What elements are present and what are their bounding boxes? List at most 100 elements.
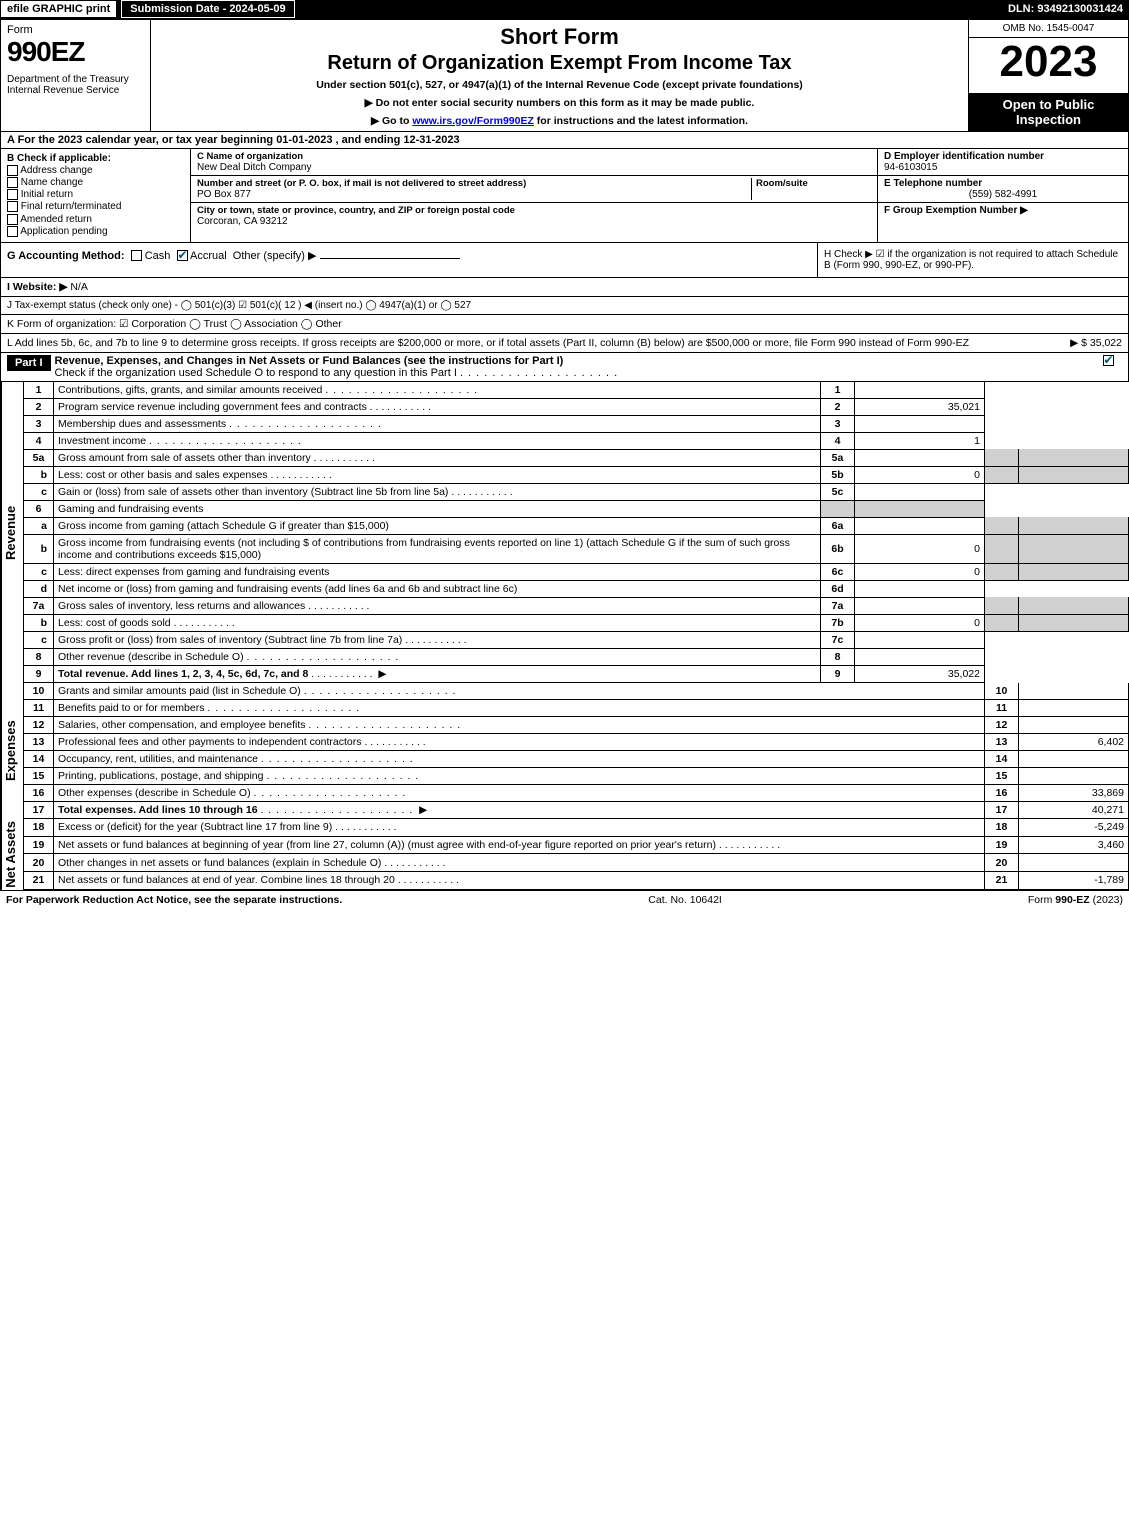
open-to-public: Open to Public Inspection bbox=[969, 93, 1128, 131]
check-cash[interactable] bbox=[131, 250, 142, 261]
subtitle: Under section 501(c), 527, or 4947(a)(1)… bbox=[157, 79, 962, 91]
dln: DLN: 93492130031424 bbox=[1008, 3, 1129, 15]
line-21: 21Net assets or fund balances at end of … bbox=[24, 871, 1129, 889]
line-12: 12Salaries, other compensation, and empl… bbox=[24, 716, 1129, 733]
line-6b: bGross income from fundraising events (n… bbox=[24, 534, 1129, 563]
street-address: PO Box 877 bbox=[197, 189, 751, 200]
column-d: D Employer identification number 94-6103… bbox=[878, 149, 1128, 242]
room-suite-label: Room/suite bbox=[756, 178, 871, 189]
line-17: 17Total expenses. Add lines 10 through 1… bbox=[24, 801, 1129, 818]
line-13: 13Professional fees and other payments t… bbox=[24, 733, 1129, 750]
line-14: 14Occupancy, rent, utilities, and mainte… bbox=[24, 750, 1129, 767]
line-9: 9Total revenue. Add lines 1, 2, 3, 4, 5c… bbox=[24, 665, 1129, 682]
b-header: B Check if applicable: bbox=[7, 153, 184, 164]
paperwork-notice: For Paperwork Reduction Act Notice, see … bbox=[6, 894, 342, 906]
short-form-title: Short Form bbox=[157, 24, 962, 50]
line-6a: aGross income from gaming (attach Schedu… bbox=[24, 517, 1129, 534]
column-c: C Name of organization New Deal Ditch Co… bbox=[191, 149, 878, 242]
top-bar: efile GRAPHIC print Submission Date - 20… bbox=[0, 0, 1129, 20]
website-value: N/A bbox=[70, 281, 88, 293]
line-18: 18Excess or (deficit) for the year (Subt… bbox=[24, 819, 1129, 836]
check-application-pending[interactable]: Application pending bbox=[7, 226, 184, 237]
row-a: A For the 2023 calendar year, or tax yea… bbox=[0, 132, 1129, 149]
revenue-table: 1Contributions, gifts, grants, and simil… bbox=[23, 382, 1129, 683]
org-name: New Deal Ditch Company bbox=[197, 162, 871, 173]
h-schedule-b: H Check ▶ ☑ if the organization is not r… bbox=[818, 243, 1128, 277]
line-4: 4Investment income 41 bbox=[24, 432, 1129, 449]
line-20: 20Other changes in net assets or fund ba… bbox=[24, 854, 1129, 872]
l-gross-receipts: L Add lines 5b, 6c, and 7b to line 9 to … bbox=[0, 334, 1129, 353]
line-7b: bLess: cost of goods sold 7b0 bbox=[24, 614, 1129, 631]
expenses-section: Expenses 10Grants and similar amounts pa… bbox=[0, 683, 1129, 819]
ein-value: 94-6103015 bbox=[884, 162, 1122, 173]
form-number: 990EZ bbox=[7, 36, 144, 68]
header-center: Short Form Return of Organization Exempt… bbox=[151, 20, 968, 131]
omb-number: OMB No. 1545-0047 bbox=[969, 20, 1128, 38]
c-street-row: Number and street (or P. O. box, if mail… bbox=[191, 176, 877, 203]
line-6: 6Gaming and fundraising events bbox=[24, 500, 1129, 517]
check-initial-return[interactable]: Initial return bbox=[7, 189, 184, 200]
line-6d: dNet income or (loss) from gaming and fu… bbox=[24, 580, 1129, 597]
telephone-value: (559) 582-4991 bbox=[884, 189, 1122, 200]
irs-link[interactable]: www.irs.gov/Form990EZ bbox=[412, 115, 534, 127]
return-title: Return of Organization Exempt From Incom… bbox=[157, 52, 962, 75]
e-telephone: E Telephone number (559) 582-4991 bbox=[878, 176, 1128, 203]
line-16: 16Other expenses (describe in Schedule O… bbox=[24, 784, 1129, 801]
c-name: C Name of organization New Deal Ditch Co… bbox=[191, 149, 877, 176]
line-5b: bLess: cost or other basis and sales exp… bbox=[24, 466, 1129, 483]
part-1-header: Part I Revenue, Expenses, and Changes in… bbox=[0, 353, 1129, 382]
top-bar-left: efile GRAPHIC print Submission Date - 20… bbox=[0, 0, 295, 18]
i-website: I Website: ▶ N/A bbox=[0, 278, 1129, 297]
page-footer: For Paperwork Reduction Act Notice, see … bbox=[0, 890, 1129, 909]
line-11: 11Benefits paid to or for members 11 bbox=[24, 699, 1129, 716]
line-10: 10Grants and similar amounts paid (list … bbox=[24, 683, 1129, 700]
j-tax-exempt: J Tax-exempt status (check only one) - ◯… bbox=[0, 297, 1129, 315]
instruction-1: ▶ Do not enter social security numbers o… bbox=[157, 97, 962, 109]
line-7c: cGross profit or (loss) from sales of in… bbox=[24, 631, 1129, 648]
line-3: 3Membership dues and assessments 3 bbox=[24, 415, 1129, 432]
part-1-label: Part I bbox=[7, 355, 51, 371]
check-final-return[interactable]: Final return/terminated bbox=[7, 201, 184, 212]
line-1: 1Contributions, gifts, grants, and simil… bbox=[24, 382, 1129, 399]
revenue-label: Revenue bbox=[1, 382, 23, 683]
instruction-2: ▶ Go to www.irs.gov/Form990EZ for instru… bbox=[157, 115, 962, 127]
check-amended-return[interactable]: Amended return bbox=[7, 214, 184, 225]
net-assets-section: Net Assets 18Excess or (deficit) for the… bbox=[0, 819, 1129, 890]
city-state-zip: Corcoran, CA 93212 bbox=[197, 216, 871, 227]
catalog-number: Cat. No. 10642I bbox=[648, 894, 722, 906]
line-2: 2Program service revenue including gover… bbox=[24, 398, 1129, 415]
column-b: B Check if applicable: Address change Na… bbox=[1, 149, 191, 242]
line-19: 19Net assets or fund balances at beginni… bbox=[24, 836, 1129, 854]
l-amount: ▶ $ 35,022 bbox=[1070, 337, 1122, 349]
revenue-section: Revenue 1Contributions, gifts, grants, a… bbox=[0, 382, 1129, 683]
k-form-org: K Form of organization: ☑ Corporation ◯ … bbox=[0, 315, 1129, 334]
check-accrual[interactable] bbox=[177, 250, 188, 261]
header-right: OMB No. 1545-0047 2023 Open to Public In… bbox=[968, 20, 1128, 131]
form-ref: Form 990-EZ (2023) bbox=[1028, 894, 1123, 906]
gh-row: G Accounting Method: Cash Accrual Other … bbox=[0, 243, 1129, 278]
g-accounting: G Accounting Method: Cash Accrual Other … bbox=[1, 243, 818, 277]
header-left: Form 990EZ Department of the Treasury In… bbox=[1, 20, 151, 131]
bcd-grid: B Check if applicable: Address change Na… bbox=[0, 149, 1129, 243]
line-5c: cGain or (loss) from sale of assets othe… bbox=[24, 483, 1129, 500]
line-6c: cLess: direct expenses from gaming and f… bbox=[24, 563, 1129, 580]
line-7a: 7aGross sales of inventory, less returns… bbox=[24, 597, 1129, 614]
line-8: 8Other revenue (describe in Schedule O) … bbox=[24, 648, 1129, 665]
form-label: Form bbox=[7, 24, 144, 36]
c-city: City or town, state or province, country… bbox=[191, 203, 877, 229]
part1-schedule-o-check[interactable] bbox=[1103, 355, 1114, 366]
net-assets-table: 18Excess or (deficit) for the year (Subt… bbox=[23, 819, 1129, 890]
check-address-change[interactable]: Address change bbox=[7, 165, 184, 176]
tax-year: 2023 bbox=[969, 38, 1128, 86]
expenses-table: 10Grants and similar amounts paid (list … bbox=[23, 683, 1129, 819]
expenses-label: Expenses bbox=[1, 683, 23, 819]
form-header: Form 990EZ Department of the Treasury In… bbox=[0, 20, 1129, 132]
other-specify-input[interactable] bbox=[320, 258, 460, 259]
line-5a: 5aGross amount from sale of assets other… bbox=[24, 449, 1129, 466]
f-group-exemption: F Group Exemption Number ▶ bbox=[878, 203, 1128, 242]
department: Department of the Treasury Internal Reve… bbox=[7, 74, 144, 96]
check-name-change[interactable]: Name change bbox=[7, 177, 184, 188]
efile-print[interactable]: efile GRAPHIC print bbox=[0, 0, 117, 18]
line-15: 15Printing, publications, postage, and s… bbox=[24, 767, 1129, 784]
d-ein: D Employer identification number 94-6103… bbox=[878, 149, 1128, 176]
